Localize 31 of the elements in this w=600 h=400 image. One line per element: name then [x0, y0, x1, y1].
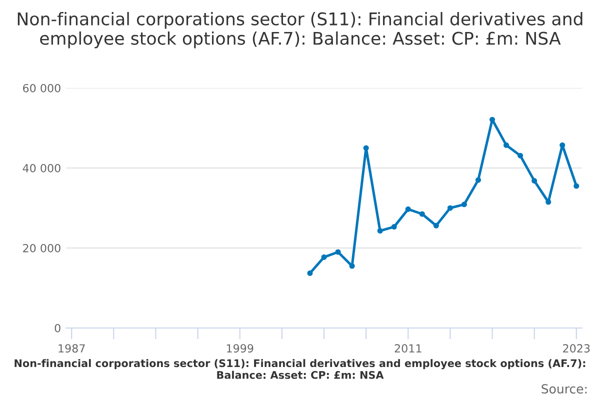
x-tick-label: 1999: [226, 344, 254, 353]
point: [489, 116, 496, 122]
point: [532, 178, 538, 184]
x-tick-label: 2023: [563, 344, 590, 353]
point: [405, 206, 411, 212]
point: [560, 142, 566, 148]
point: [475, 177, 482, 183]
point: [419, 211, 425, 217]
point: [447, 205, 453, 211]
source-note: Source:: [542, 384, 587, 394]
point: [518, 152, 524, 158]
x-axis-title: Non-financial corporations sector (S11): Financial derivatives and employee stock options (AF.7): Balance: Asset: CP: £m: NSA: [14, 359, 586, 379]
point: [363, 145, 369, 151]
point: [433, 222, 439, 228]
point: [335, 249, 341, 255]
point: [307, 270, 313, 276]
point: [321, 254, 327, 260]
x-tick-label: 1987: [58, 344, 85, 353]
chart-title: Non-financial corporations sector (S11): Financial derivatives and employee stock options (AF.7): Balance: Asset: CP: £m: NSA: [18, 12, 582, 48]
point: [349, 263, 355, 269]
point: [574, 183, 580, 189]
y-tick-label: 40 000: [22, 164, 60, 172]
point: [546, 199, 552, 205]
y-tick-label: 60 000: [23, 84, 60, 92]
point: [461, 202, 467, 208]
point: [391, 224, 397, 230]
y-tick-label: 0: [54, 324, 60, 332]
point: [377, 228, 383, 234]
point: [504, 142, 510, 148]
y-tick-label: 20 000: [23, 244, 60, 252]
x-tick-label: 2011: [394, 344, 422, 353]
